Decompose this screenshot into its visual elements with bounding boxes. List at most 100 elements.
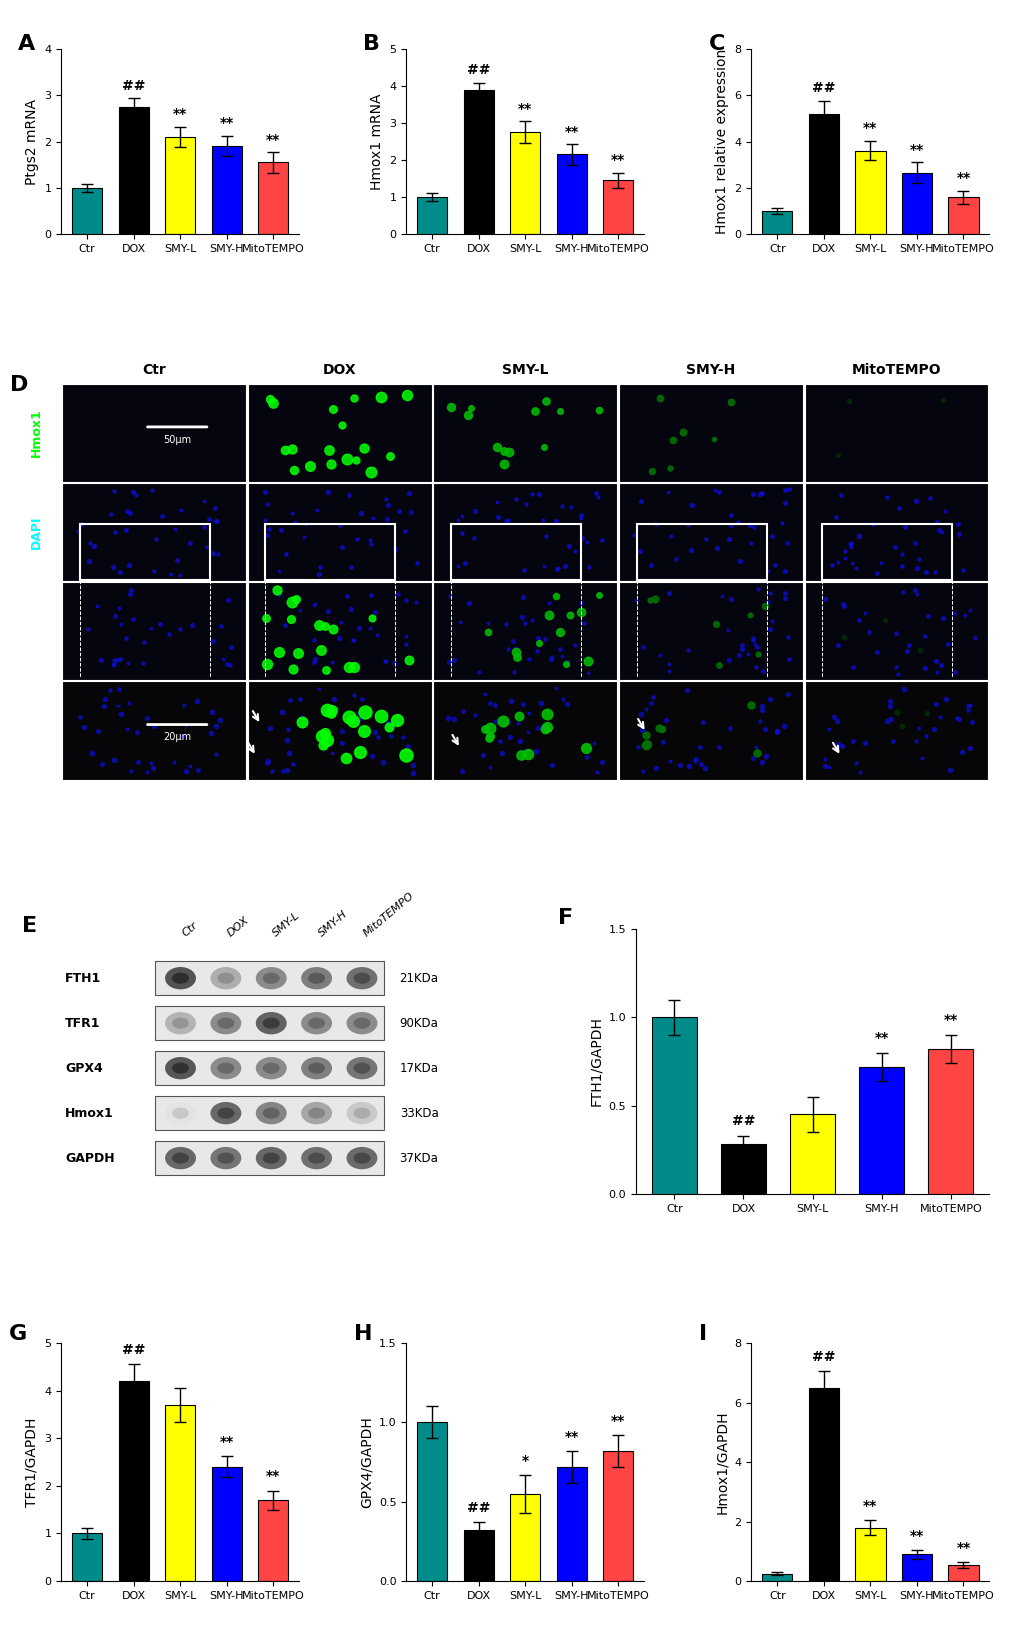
Point xyxy=(284,657,301,683)
Point xyxy=(588,760,604,786)
Text: SMY-L: SMY-L xyxy=(271,910,302,939)
Point xyxy=(213,613,229,639)
Point xyxy=(173,497,190,523)
Point xyxy=(311,675,327,701)
Ellipse shape xyxy=(256,1148,286,1169)
Point xyxy=(208,740,224,766)
Point xyxy=(168,548,184,574)
Point xyxy=(742,530,758,556)
Point xyxy=(512,742,528,768)
Point xyxy=(262,716,278,742)
Point xyxy=(829,632,846,659)
Point xyxy=(109,691,125,717)
Text: F: F xyxy=(557,908,573,927)
Point xyxy=(457,549,473,575)
Point xyxy=(511,727,527,753)
Point xyxy=(551,619,568,645)
Point xyxy=(323,699,339,725)
Point xyxy=(660,657,677,683)
Point xyxy=(933,388,950,414)
Point xyxy=(889,660,905,686)
Point xyxy=(746,513,762,540)
Point xyxy=(950,706,966,732)
Point xyxy=(773,510,790,536)
Point xyxy=(527,738,543,764)
Point xyxy=(741,512,757,538)
Point xyxy=(864,512,880,538)
Point xyxy=(364,605,380,631)
Text: MitoTEMPO: MitoTEMPO xyxy=(851,363,941,377)
Point xyxy=(780,645,796,672)
Bar xyxy=(948,197,977,235)
Point xyxy=(578,735,594,761)
Point xyxy=(398,623,415,649)
Point xyxy=(334,535,351,561)
Ellipse shape xyxy=(346,1056,377,1079)
Point xyxy=(533,714,549,740)
Point xyxy=(338,584,355,610)
Text: Ctr: Ctr xyxy=(142,363,166,377)
Point xyxy=(548,556,565,582)
Point xyxy=(933,520,950,546)
Point xyxy=(906,577,922,603)
Point xyxy=(181,530,198,556)
Point xyxy=(364,743,380,769)
Point xyxy=(826,504,843,530)
Point xyxy=(499,507,516,533)
Point xyxy=(312,554,328,580)
Point xyxy=(946,600,962,626)
Point xyxy=(533,689,549,716)
Point xyxy=(257,507,273,533)
Bar xyxy=(258,1500,288,1581)
Bar xyxy=(804,582,987,680)
Bar xyxy=(62,482,246,582)
Point xyxy=(161,448,177,474)
Point xyxy=(316,613,332,639)
Point xyxy=(630,735,646,761)
Point xyxy=(165,750,181,776)
Point xyxy=(113,701,129,727)
Bar xyxy=(808,114,839,235)
Point xyxy=(766,553,783,579)
Point xyxy=(647,510,663,536)
Text: SMY-H: SMY-H xyxy=(316,910,350,939)
Bar xyxy=(804,482,987,582)
Point xyxy=(106,747,122,773)
Point xyxy=(175,724,192,750)
Point xyxy=(106,585,122,611)
Text: I: I xyxy=(698,1324,706,1345)
Point xyxy=(883,729,900,755)
Point xyxy=(209,507,225,533)
Point xyxy=(333,412,350,438)
Point xyxy=(451,610,468,636)
Point xyxy=(212,707,228,734)
Point xyxy=(494,707,511,734)
Point xyxy=(502,688,519,714)
Point xyxy=(466,525,482,551)
Point xyxy=(543,751,559,778)
Bar xyxy=(211,147,242,235)
Point xyxy=(749,575,765,601)
Point xyxy=(775,585,792,611)
Point xyxy=(453,758,470,784)
Point xyxy=(526,398,542,424)
Point xyxy=(111,595,127,621)
Point xyxy=(549,554,566,580)
Point xyxy=(775,557,792,584)
Point xyxy=(390,499,407,525)
Y-axis label: Hmox1 relative expression: Hmox1 relative expression xyxy=(714,49,729,235)
Point xyxy=(748,734,764,760)
Point xyxy=(776,478,793,504)
Point xyxy=(538,714,554,740)
Point xyxy=(345,385,362,411)
Point xyxy=(660,580,677,606)
Point xyxy=(322,452,338,478)
Point xyxy=(283,588,300,615)
Ellipse shape xyxy=(172,1107,189,1118)
Point xyxy=(719,526,736,553)
Point xyxy=(146,557,162,584)
Point xyxy=(277,541,293,567)
Point xyxy=(881,706,898,732)
Point xyxy=(651,385,667,411)
Point xyxy=(540,590,556,616)
